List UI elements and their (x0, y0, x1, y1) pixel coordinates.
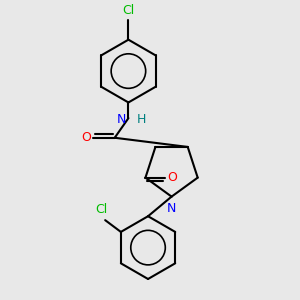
Text: N: N (117, 112, 127, 126)
Text: O: O (167, 171, 177, 184)
Text: Cl: Cl (95, 203, 107, 216)
Text: O: O (81, 131, 91, 144)
Text: N: N (167, 202, 176, 215)
Text: H: H (136, 112, 146, 126)
Text: Cl: Cl (122, 4, 134, 17)
